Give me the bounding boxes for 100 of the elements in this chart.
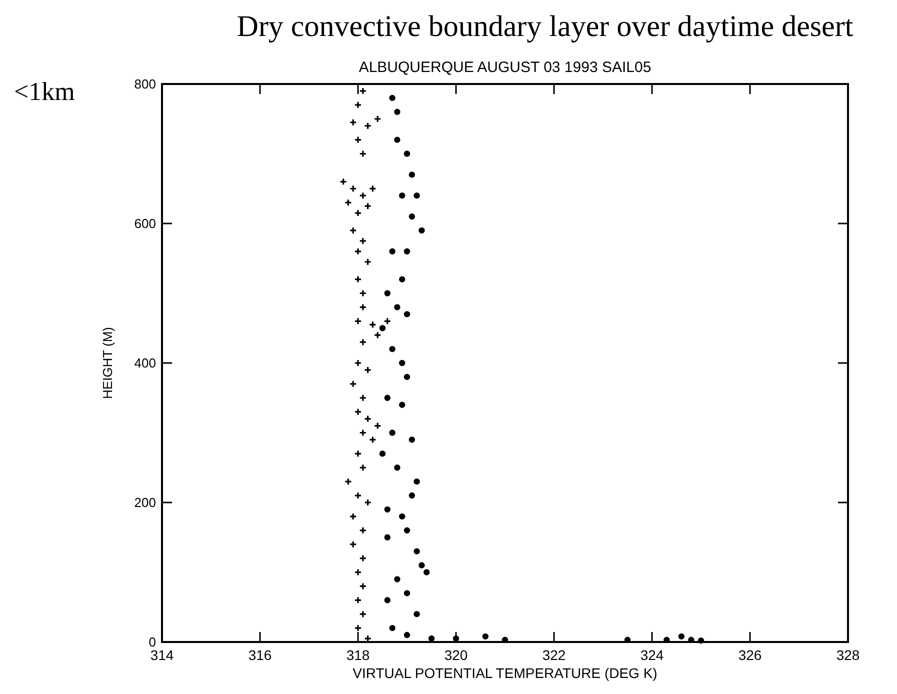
point [374,331,382,339]
point [359,582,367,590]
point [399,192,406,199]
point [354,450,362,458]
point [389,430,396,436]
point [354,492,362,500]
point [389,248,396,254]
point [364,122,372,130]
point [384,394,390,401]
point [359,526,367,534]
point [408,436,415,443]
chart-subtitle: ALBUQUERQUE AUGUST 03 1993 SAIL05 [358,59,652,76]
point [354,408,362,416]
point [368,320,376,328]
x-tick-label: 320 [444,647,468,663]
point [399,276,406,282]
point [344,478,352,486]
point [359,428,367,437]
point [379,450,386,457]
point [349,118,357,126]
point [408,213,415,220]
point [698,638,704,644]
x-tick-label: 318 [346,647,370,663]
point [418,227,425,234]
point [389,94,396,102]
point [394,464,400,471]
point [404,248,410,254]
point [399,402,406,408]
point [368,436,376,444]
point [364,498,372,506]
point [452,635,460,642]
point [359,610,367,618]
x-tick-label: 314 [150,647,174,663]
point [364,202,372,210]
point [404,527,410,534]
point [379,325,386,332]
point [394,576,400,582]
point [359,464,367,472]
point [384,317,392,325]
y-axis-title: HEIGHT (M) [100,327,115,399]
point [359,150,367,158]
point [482,633,488,640]
point [408,172,415,178]
point [359,554,367,562]
point [344,198,352,206]
y-tick-label: 600 [134,216,156,232]
point [359,237,367,245]
point [399,360,406,366]
point [414,548,420,554]
point [374,422,382,430]
point [364,366,372,374]
point [359,87,367,95]
point [384,597,390,604]
point [414,478,420,485]
point [428,635,435,642]
point [364,258,372,266]
point [418,562,425,568]
point [394,108,400,115]
point [414,611,420,618]
point [404,311,410,318]
point [349,184,357,192]
point [394,304,400,310]
point [349,512,357,520]
point [394,136,400,143]
point [389,346,396,352]
point [424,569,430,576]
point [354,317,362,325]
point [340,178,348,186]
point [354,136,362,144]
x-tick-label: 316 [248,647,272,663]
point [354,359,362,367]
point [374,115,382,123]
point [359,192,367,200]
point [354,248,362,256]
point [349,380,357,388]
point [354,568,362,576]
point [399,513,406,520]
point [354,209,362,217]
x-axis-title: VIRTUAL POTENTIAL TEMPERATURE (DEG K) [352,665,658,681]
text: <1km [14,77,75,106]
point [349,226,357,234]
x-tick-label: 328 [836,647,860,663]
x-tick-label: 326 [738,647,762,663]
point [404,590,410,596]
point [408,492,415,499]
point [678,633,684,640]
point [389,624,396,632]
point [354,596,362,604]
point [384,534,390,540]
x-tick-label: 324 [640,647,664,663]
point [414,192,420,199]
x-tick-label: 322 [542,647,566,663]
point [364,415,372,423]
point [359,303,367,311]
chart-title: Dry convective boundary layer over daytime desert [236,10,854,43]
y-tick-label: 400 [134,356,156,371]
point [359,289,367,298]
point [404,150,410,157]
point [359,338,367,346]
point [384,506,390,513]
